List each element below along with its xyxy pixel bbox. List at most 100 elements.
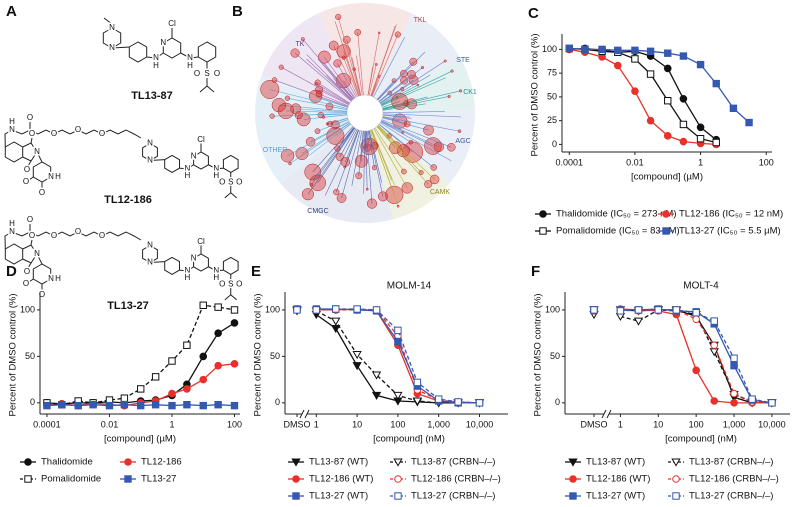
atom-label: S	[228, 178, 233, 187]
atom-label: O	[75, 125, 81, 134]
atom-label: O	[51, 231, 57, 240]
kinase-node	[401, 182, 413, 194]
data-point	[696, 135, 705, 143]
series-line	[620, 308, 772, 404]
data-point	[393, 391, 403, 401]
kinase-branch	[287, 121, 350, 156]
data-point	[371, 371, 382, 380]
data-point	[199, 401, 207, 410]
data-point	[730, 354, 738, 362]
kinase-branch	[378, 123, 434, 168]
kinase-node	[333, 59, 342, 68]
y-tick-label: 50	[547, 91, 557, 101]
kinase-branch	[301, 122, 351, 154]
axis-break	[606, 409, 612, 419]
data-point	[394, 326, 402, 335]
data-point	[748, 395, 756, 403]
data-point	[151, 373, 160, 381]
kinase-node	[304, 163, 322, 181]
data-point	[679, 52, 688, 60]
x-tick-label: 10,000	[758, 419, 786, 429]
ring	[197, 41, 217, 63]
legend-marker	[393, 458, 403, 467]
data-point	[710, 341, 719, 350]
atom-label: S	[204, 69, 209, 78]
bond	[4, 129, 142, 148]
x-tick-label: DMSO	[284, 419, 311, 429]
y-axis-title: Percent of DMSO control (%)	[530, 33, 541, 156]
ring	[162, 37, 182, 59]
atom-label: N	[34, 147, 40, 156]
bond	[146, 52, 164, 59]
legend-label: Thalidomide (IC₅₀ = 273 nM)	[556, 209, 677, 220]
kinase-branch	[351, 130, 363, 187]
kinase-node	[335, 13, 342, 20]
kinase-node	[420, 66, 425, 70]
kinase-branch	[356, 55, 363, 96]
ring	[4, 141, 24, 163]
kinase-branch	[324, 129, 358, 196]
kinase-node	[342, 35, 351, 44]
kinase-node	[430, 164, 437, 171]
atom-label: N	[191, 253, 197, 262]
kinase-node	[284, 95, 291, 101]
kinase-node	[401, 131, 405, 134]
kinase-branch	[370, 129, 399, 207]
kinase-node	[301, 188, 314, 201]
data-point	[692, 315, 700, 324]
y-axis-title: Percent of DMSO control (%)	[8, 293, 19, 416]
data-point	[214, 401, 222, 409]
atom-label: O	[27, 113, 33, 122]
atom-label: N	[213, 164, 219, 173]
kinase-branch	[330, 118, 348, 125]
atom-label: H	[213, 273, 219, 282]
bond	[149, 261, 165, 263]
data-point	[214, 329, 222, 337]
legend-marker	[662, 227, 670, 235]
x-axis-title: [compound] (nM)	[665, 434, 737, 445]
atom-label: H	[153, 61, 159, 70]
x-tick-label: 10	[653, 419, 663, 429]
atom-label: N	[147, 241, 153, 250]
data-point	[214, 303, 222, 311]
kinase-branch	[368, 130, 382, 183]
data-point	[710, 397, 719, 405]
kinase-branch	[380, 122, 411, 143]
series-line	[620, 309, 772, 404]
kinase-branch	[363, 130, 366, 194]
kinase-group-label: AGC	[455, 138, 470, 145]
kinase-group-sector	[365, 109, 475, 184]
kinase-node	[352, 67, 356, 71]
data-point	[679, 95, 688, 103]
data-point	[654, 306, 662, 314]
kinase-branch	[318, 89, 350, 106]
x-tick-label: 100	[390, 419, 405, 429]
data-point	[183, 385, 191, 393]
kinase-group-label: TK	[296, 41, 305, 48]
kinase-node	[365, 187, 369, 191]
kinase-node	[328, 40, 339, 51]
kinase-node	[326, 126, 345, 145]
bond	[224, 192, 238, 199]
kinase-node	[400, 76, 409, 85]
panel-label: C	[528, 5, 539, 22]
data-point	[434, 395, 443, 403]
kinase-branch	[381, 101, 400, 108]
x-tick-label: 100	[689, 419, 704, 429]
x-tick-label: 1	[314, 419, 319, 429]
atom-label: N	[213, 266, 219, 275]
bond	[27, 262, 32, 269]
kinase-branch	[274, 79, 349, 108]
data-point	[730, 399, 738, 407]
kinase-node	[391, 92, 409, 110]
data-point	[137, 385, 145, 393]
kinase-node	[271, 97, 287, 113]
kinase-branch	[368, 64, 377, 96]
kinase-node	[377, 31, 381, 35]
atom-label: O	[23, 279, 29, 288]
bond	[36, 151, 43, 163]
kinase-node	[407, 70, 416, 79]
kinase-branch	[370, 25, 396, 97]
atom-label: Cl	[197, 135, 205, 144]
kinase-node	[450, 69, 454, 73]
